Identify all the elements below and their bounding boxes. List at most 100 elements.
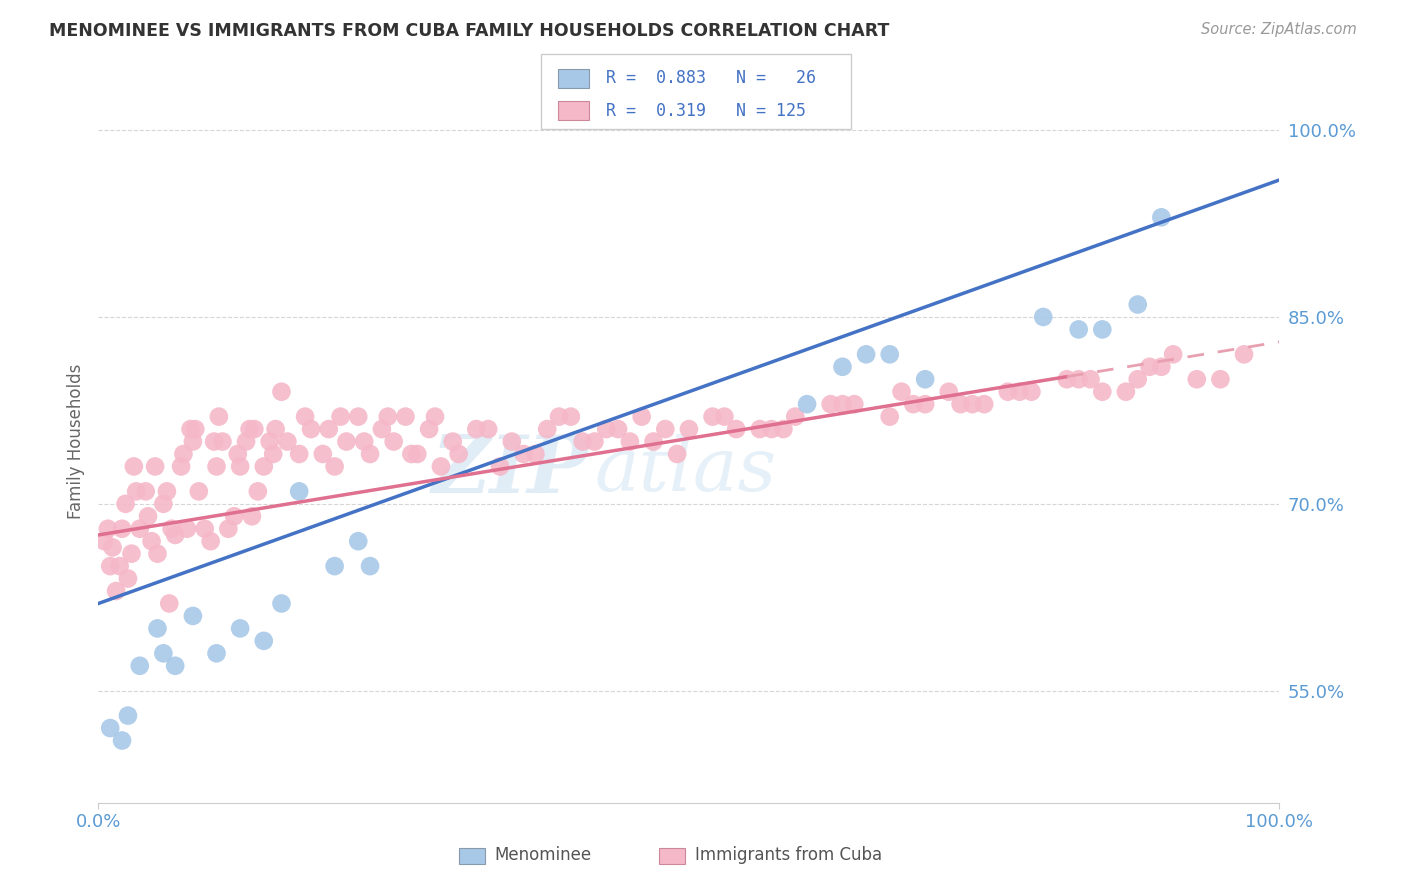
Point — [1150, 211, 1173, 225]
Point — [489, 459, 512, 474]
Point — [98, 559, 121, 574]
Point — [1126, 297, 1149, 311]
Point — [1150, 359, 1173, 374]
Point — [135, 484, 157, 499]
Point — [949, 397, 972, 411]
Point — [595, 422, 617, 436]
Point — [299, 422, 322, 436]
Point — [141, 534, 163, 549]
Point — [524, 447, 547, 461]
Point — [176, 522, 198, 536]
Point — [208, 409, 231, 424]
Point — [406, 447, 429, 461]
Point — [377, 409, 399, 424]
Point — [294, 409, 316, 424]
Point — [246, 484, 269, 499]
Point — [122, 459, 145, 474]
Point — [973, 397, 995, 411]
Point — [560, 409, 582, 424]
Y-axis label: Family Households: Family Households — [66, 364, 84, 519]
Point — [270, 597, 292, 611]
Point — [607, 422, 630, 436]
Point — [288, 484, 311, 499]
Point — [914, 397, 936, 411]
Point — [536, 422, 558, 436]
Point — [262, 447, 284, 461]
Point — [157, 597, 180, 611]
Point — [253, 633, 276, 648]
Point — [152, 646, 174, 660]
Point — [323, 559, 346, 574]
Point — [382, 434, 405, 449]
Point — [156, 484, 179, 499]
Point — [394, 409, 416, 424]
Point — [785, 409, 807, 424]
Point — [831, 397, 853, 411]
Point — [548, 409, 571, 424]
Point — [121, 547, 143, 561]
Point — [1021, 384, 1043, 399]
Point — [217, 522, 239, 536]
Point — [202, 434, 225, 449]
Point — [418, 422, 440, 436]
Point — [997, 384, 1019, 399]
Point — [371, 422, 394, 436]
Text: atlas: atlas — [595, 434, 776, 507]
Point — [643, 434, 665, 449]
Point — [903, 397, 925, 411]
Point — [111, 522, 134, 536]
Point — [226, 447, 249, 461]
Text: Immigrants from Cuba: Immigrants from Cuba — [695, 846, 882, 863]
Point — [1139, 359, 1161, 374]
Point — [666, 447, 689, 461]
Point — [725, 422, 748, 436]
Point — [181, 609, 204, 624]
Point — [748, 422, 770, 436]
Point — [465, 422, 488, 436]
Point — [187, 484, 209, 499]
Point — [184, 422, 207, 436]
Point — [194, 522, 217, 536]
Point — [259, 434, 281, 449]
Point — [820, 397, 842, 411]
Point — [146, 621, 169, 635]
FancyBboxPatch shape — [659, 848, 685, 864]
Point — [654, 422, 676, 436]
Point — [117, 572, 139, 586]
Point — [1056, 372, 1078, 386]
Point — [276, 434, 298, 449]
Point — [243, 422, 266, 436]
Point — [101, 541, 124, 555]
Point — [831, 359, 853, 374]
Point — [93, 534, 115, 549]
Point — [335, 434, 357, 449]
Point — [855, 347, 877, 361]
Point — [152, 497, 174, 511]
Point — [1032, 310, 1054, 324]
Point — [678, 422, 700, 436]
Point — [288, 447, 311, 461]
Text: Source: ZipAtlas.com: Source: ZipAtlas.com — [1201, 22, 1357, 37]
Point — [165, 528, 187, 542]
Point — [125, 484, 148, 499]
Point — [347, 409, 370, 424]
Point — [347, 534, 370, 549]
Point — [229, 621, 252, 635]
Point — [761, 422, 783, 436]
Point — [105, 584, 128, 599]
Point — [447, 447, 470, 461]
Point — [253, 459, 276, 474]
Point — [938, 384, 960, 399]
Point — [1185, 372, 1208, 386]
Point — [264, 422, 287, 436]
FancyBboxPatch shape — [458, 848, 485, 864]
Point — [224, 509, 246, 524]
Point — [323, 459, 346, 474]
Point — [1126, 372, 1149, 386]
Point — [205, 646, 228, 660]
Point — [796, 397, 818, 411]
Point — [172, 447, 194, 461]
Point — [128, 522, 150, 536]
Text: R =  0.883   N =   26: R = 0.883 N = 26 — [606, 70, 815, 87]
Point — [583, 434, 606, 449]
